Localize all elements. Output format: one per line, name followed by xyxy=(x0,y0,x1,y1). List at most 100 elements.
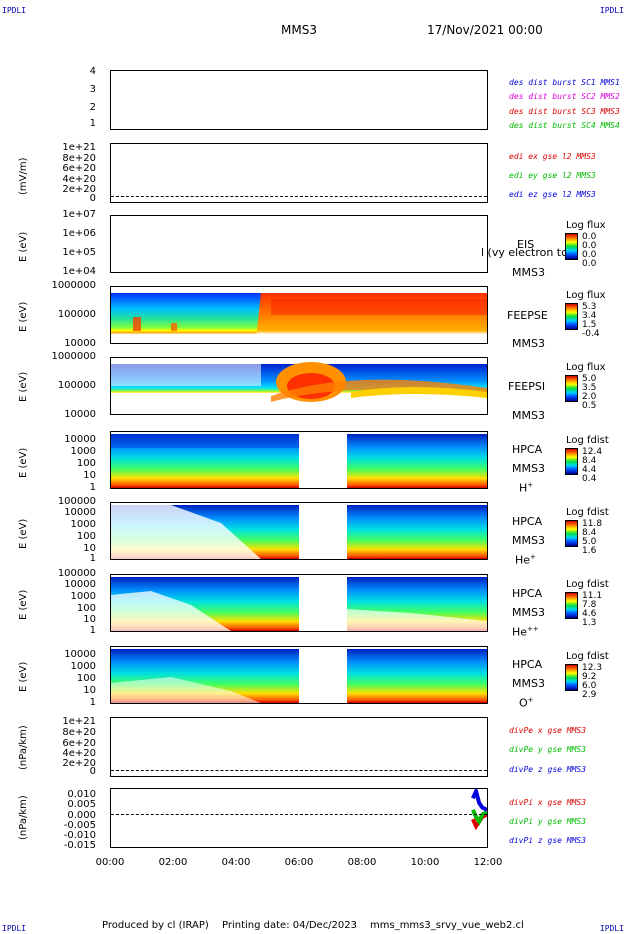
colorbar-value: 12.3 xyxy=(582,663,603,673)
tick-label: 1e+05 xyxy=(62,247,96,258)
divpi-series-line xyxy=(471,789,487,812)
legend-entry: edi ex gse l2 MMS3 xyxy=(509,152,596,161)
colorbar-title: Log flux xyxy=(566,290,606,301)
species-label: He++ xyxy=(512,625,539,639)
colorbar-value: 11.8 xyxy=(582,519,603,529)
colorbar-title: Log fdist xyxy=(566,435,609,446)
tick-label: -0.005 xyxy=(63,820,96,831)
colorbar-value: 0.0 xyxy=(582,259,597,269)
hpca-he-spectrogram xyxy=(111,505,487,559)
feepsi-spectrogram xyxy=(111,362,487,402)
instrument-label: HPCA xyxy=(512,515,543,528)
tick-label: 1000 xyxy=(70,661,96,672)
species-label: H+ xyxy=(519,481,533,495)
footer-printing-date: Printing date: 04/Dec/2023 xyxy=(222,920,358,931)
tick-label: 4 xyxy=(89,66,96,77)
y-axis-label: E (eV) xyxy=(18,231,29,262)
legend-entry: des dist burst SC1 MMS1 xyxy=(509,78,620,87)
tick-label: 3 xyxy=(89,84,96,95)
tick-label: 6e+20 xyxy=(62,163,96,174)
tick-label: 1000000 xyxy=(51,280,96,291)
tick-label: -0.015 xyxy=(63,840,96,851)
tick-label: 1 xyxy=(89,553,96,564)
hpca-hepp-spectrogram xyxy=(111,577,487,631)
colorbar xyxy=(565,664,578,691)
tick-label: 0 xyxy=(89,766,96,777)
spacecraft-label: MMS3 xyxy=(512,337,545,350)
colorbar-value: 12.4 xyxy=(582,447,603,457)
colorbar xyxy=(565,233,578,260)
instrument-label: FEEPSI xyxy=(508,380,546,393)
legend-entry: divPi z gse MMS3 xyxy=(509,836,587,845)
tick-label: 1e+07 xyxy=(62,209,96,220)
tick-label: 100000 xyxy=(57,496,96,507)
x-tick-label: 00:00 xyxy=(95,857,125,868)
corner-label-tl: IPDLI xyxy=(2,6,27,15)
tick-label: 6e+20 xyxy=(62,738,96,749)
tick-label: 1e+06 xyxy=(62,228,96,239)
tick-label: -0.010 xyxy=(63,830,96,841)
tick-label: 1e+21 xyxy=(62,142,96,153)
panel-eis xyxy=(110,215,488,273)
tick-label: 100 xyxy=(76,603,96,614)
y-axis-label: E (eV) xyxy=(18,301,29,332)
colorbar-value: 1.3 xyxy=(582,618,597,628)
tick-label: 100 xyxy=(76,673,96,684)
tick-label: 1000000 xyxy=(51,351,96,362)
tick-label: 10000 xyxy=(64,649,96,660)
colorbar-title: Log flux xyxy=(566,362,606,373)
colorbar-value: 0.0 xyxy=(582,241,597,251)
tick-label: 10 xyxy=(83,543,96,554)
tick-label: 10 xyxy=(83,685,96,696)
colorbar xyxy=(565,448,578,475)
panel-feepsi xyxy=(110,357,488,415)
species-charge: + xyxy=(527,696,534,704)
instrument-label: HPCA xyxy=(512,587,543,600)
spacecraft-label: MMS3 xyxy=(512,462,545,475)
feepse-spectrogram xyxy=(111,293,487,339)
colorbar-title: Log flux xyxy=(566,220,606,231)
tick-label: 4e+20 xyxy=(62,174,96,185)
colorbar-value: 4.4 xyxy=(582,465,597,475)
tick-label: 1 xyxy=(89,625,96,636)
tick-label: 0.010 xyxy=(67,789,96,800)
instrument-label: HPCA xyxy=(512,443,543,456)
colorbar-value: 8.4 xyxy=(582,456,597,466)
spacecraft-label: MMS3 xyxy=(512,606,545,619)
hpca-o-spectrogram xyxy=(111,649,487,703)
colorbar-value: 0.0 xyxy=(582,250,597,260)
x-tick-label: 02:00 xyxy=(158,857,188,868)
x-tick-label: 12:00 xyxy=(473,857,503,868)
colorbar-value: 7.8 xyxy=(582,600,597,610)
colorbar-title: Log fdist xyxy=(566,507,609,518)
species-label: He+ xyxy=(515,553,536,567)
tick-label: 10 xyxy=(83,470,96,481)
corner-label-tr: IPDLI xyxy=(599,6,624,15)
colorbar-value: 2.9 xyxy=(582,690,597,700)
spacecraft-label: MMS3 xyxy=(512,266,545,279)
x-tick-label: 08:00 xyxy=(347,857,377,868)
tick-label: 100 xyxy=(76,458,96,469)
colorbar-value: 3.5 xyxy=(582,383,597,393)
colorbar-value: 11.1 xyxy=(582,591,603,601)
corner-label-br: IPDLI xyxy=(599,924,624,933)
tick-label: 0 xyxy=(89,193,96,204)
y-axis-label: (nPa/km) xyxy=(18,725,29,770)
instrument-label: EIS xyxy=(517,238,535,251)
colorbar-value: 1.6 xyxy=(582,546,597,556)
colorbar xyxy=(565,303,578,330)
colorbar-title: Log fdist xyxy=(566,651,609,662)
tick-label: 100000 xyxy=(57,309,96,320)
colorbar-value: 9.2 xyxy=(582,672,597,682)
spacecraft-label: MMS3 xyxy=(512,677,545,690)
tick-label: 100000 xyxy=(57,380,96,391)
tick-label: 1e+04 xyxy=(62,266,96,277)
panel-hpca-he xyxy=(110,502,488,560)
tick-label: 8e+20 xyxy=(62,727,96,738)
colorbar-value: 0.4 xyxy=(582,474,597,484)
tick-label: 100000 xyxy=(57,568,96,579)
colorbar xyxy=(565,520,578,547)
colorbar-value: -0.4 xyxy=(582,329,600,339)
species-charge: ++ xyxy=(527,625,539,633)
tick-label: 1 xyxy=(89,118,96,129)
